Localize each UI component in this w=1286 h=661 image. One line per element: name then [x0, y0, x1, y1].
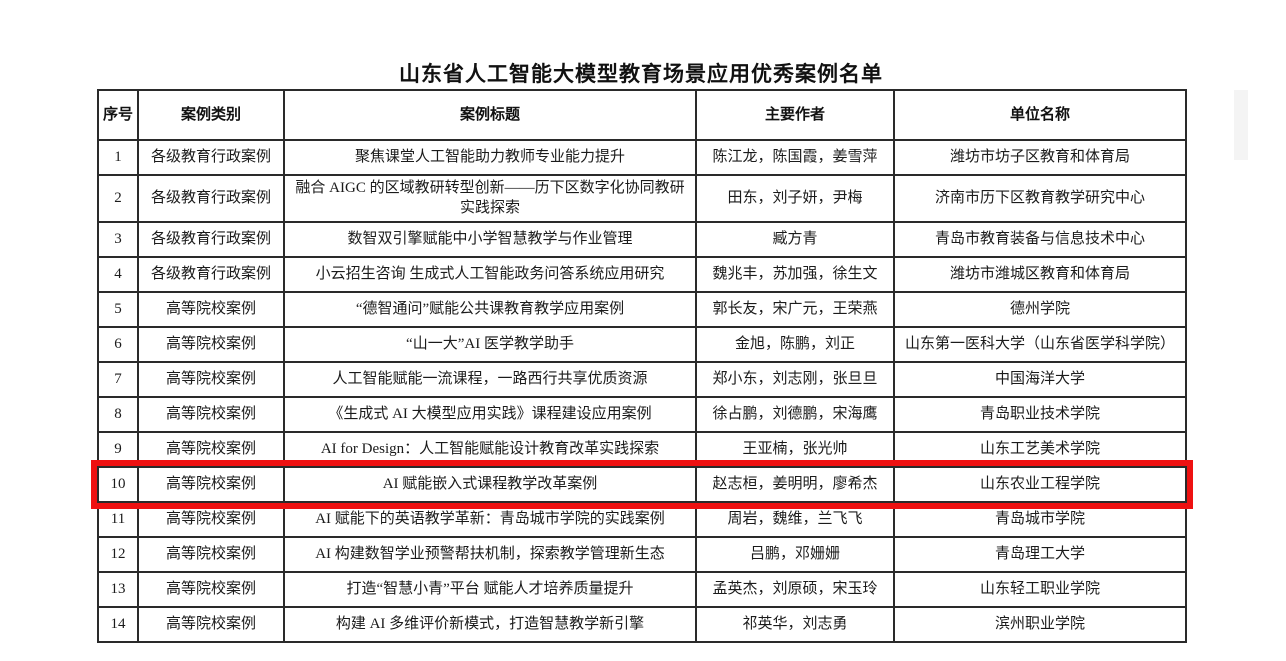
table-row: 9 高等院校案例 AI for Design：人工智能赋能设计教育改革实践探索 王亚楠…	[97, 430, 1187, 468]
cell-no: 8	[97, 395, 139, 433]
cell-no: 11	[97, 500, 139, 538]
table-row: 11 高等院校案例 AI 赋能下的英语教学革新：青岛城市学院的实践案例 周岩，魏维，兰…	[97, 500, 1187, 538]
cell-title: 融合 AIGC 的区域教研转型创新——历下区数字化协同教研实践探索	[283, 174, 697, 223]
cell-title: AI 赋能下的英语教学革新：青岛城市学院的实践案例	[283, 500, 697, 538]
table-row: 7 高等院校案例 人工智能赋能一流课程，一路西行共享优质资源 郑小东，刘志刚，张旦旦中…	[97, 360, 1187, 398]
cell-category: 各级教育行政案例	[137, 174, 285, 223]
cell-unit: 青岛市教育装备与信息技术中心	[893, 220, 1187, 258]
cell-authors: 孟英杰，刘原硕，宋玉玲	[695, 570, 895, 608]
cell-authors: 周岩，魏维，兰飞飞	[695, 500, 895, 538]
cell-category: 高等院校案例	[137, 570, 285, 608]
cell-no: 2	[97, 174, 139, 223]
cell-unit: 滨州职业学院	[893, 605, 1187, 643]
cell-title: AI 构建数智学业预警帮扶机制，探索教学管理新生态	[283, 535, 697, 573]
cell-unit: 德州学院	[893, 290, 1187, 328]
cases-table: 序号 案例类别 案例标题 主要作者 单位名称 1 各级教育行政案例 聚焦课堂人工智能…	[91, 89, 1193, 643]
cell-unit: 中国海洋大学	[893, 360, 1187, 398]
cell-no: 9	[97, 430, 139, 468]
cell-unit: 济南市历下区教育教学研究中心	[893, 174, 1187, 223]
column-header-title: 案例标题	[283, 89, 697, 141]
cell-category: 高等院校案例	[137, 290, 285, 328]
cell-authors: 魏兆丰，苏加强，徐生文	[695, 255, 895, 293]
cell-category: 各级教育行政案例	[137, 255, 285, 293]
cell-title: “山一大”AI 医学教学助手	[283, 325, 697, 363]
cell-category: 各级教育行政案例	[137, 220, 285, 258]
table-row: 14 高等院校案例 构建 AI 多维评价新模式，打造智慧教学新引擎 祁英华，刘志勇 滨州…	[97, 605, 1187, 643]
table-row: 2 各级教育行政案例 融合 AIGC 的区域教研转型创新——历下区数字化协同教研实践…	[97, 174, 1187, 223]
cell-authors: 王亚楠，张光帅	[695, 430, 895, 468]
cell-category: 高等院校案例	[137, 605, 285, 643]
header-row: 序号 案例类别 案例标题 主要作者 单位名称	[97, 89, 1187, 141]
table-row: 13 高等院校案例 打造“智慧小青”平台 赋能人才培养质量提升 孟英杰，刘原硕，宋玉玲…	[97, 570, 1187, 608]
cell-no: 6	[97, 325, 139, 363]
cell-title: 《生成式 AI 大模型应用实践》课程建设应用案例	[283, 395, 697, 433]
cell-title: AI 赋能嵌入式课程教学改革案例	[283, 465, 697, 503]
cell-unit: 潍坊市潍城区教育和体育局	[893, 255, 1187, 293]
column-header-category: 案例类别	[137, 89, 285, 141]
table-row: 6 高等院校案例 “山一大”AI 医学教学助手 金旭，陈鹏，刘正 山东第一医科大学（山东…	[97, 325, 1187, 363]
cell-no: 10	[97, 465, 139, 503]
cell-authors: 郑小东，刘志刚，张旦旦	[695, 360, 895, 398]
cell-no: 12	[97, 535, 139, 573]
cell-authors: 金旭，陈鹏，刘正	[695, 325, 895, 363]
cell-unit: 山东第一医科大学（山东省医学科学院）	[893, 325, 1187, 363]
cell-unit: 潍坊市坊子区教育和体育局	[893, 139, 1187, 176]
table-body: 1 各级教育行政案例 聚焦课堂人工智能助力教师专业能力提升 陈江龙，陈国霞，姜雪萍 潍坊…	[91, 139, 1193, 643]
table-header: 序号 案例类别 案例标题 主要作者 单位名称	[97, 89, 1187, 141]
table-row: 3 各级教育行政案例 数智双引擎赋能中小学智慧教学与作业管理 臧方青 青岛市教育装备与信…	[97, 220, 1187, 258]
cell-no: 4	[97, 255, 139, 293]
cell-category: 高等院校案例	[137, 395, 285, 433]
table-row-highlighted: 10 高等院校案例 AI 赋能嵌入式课程教学改革案例 赵志桓，姜明明，廖希杰 山东农业工…	[91, 459, 1193, 509]
cell-title: 人工智能赋能一流课程，一路西行共享优质资源	[283, 360, 697, 398]
cell-no: 14	[97, 605, 139, 643]
cell-authors: 陈江龙，陈国霞，姜雪萍	[695, 139, 895, 176]
column-header-no: 序号	[97, 89, 139, 141]
table-row: 8 高等院校案例 《生成式 AI 大模型应用实践》课程建设应用案例 徐占鹏，刘德鹏，宋…	[97, 395, 1187, 433]
cell-unit: 山东工艺美术学院	[893, 430, 1187, 468]
cell-title: 数智双引擎赋能中小学智慧教学与作业管理	[283, 220, 697, 258]
cell-title: 打造“智慧小青”平台 赋能人才培养质量提升	[283, 570, 697, 608]
cell-no: 3	[97, 220, 139, 258]
column-header-authors: 主要作者	[695, 89, 895, 141]
cell-authors: 赵志桓，姜明明，廖希杰	[695, 465, 895, 503]
cell-title: “德智通问”赋能公共课教育教学应用案例	[283, 290, 697, 328]
cell-category: 高等院校案例	[137, 535, 285, 573]
cell-unit: 青岛城市学院	[893, 500, 1187, 538]
cell-category: 高等院校案例	[137, 430, 285, 468]
column-header-unit: 单位名称	[893, 89, 1187, 141]
cell-title: 小云招生咨询 生成式人工智能政务问答系统应用研究	[283, 255, 697, 293]
cell-authors: 郭长友，宋广元，王荣燕	[695, 290, 895, 328]
cell-authors: 臧方青	[695, 220, 895, 258]
cell-no: 1	[97, 139, 139, 176]
cell-authors: 徐占鹏，刘德鹏，宋海鹰	[695, 395, 895, 433]
cell-authors: 吕鹏，邓姗姗	[695, 535, 895, 573]
cell-unit: 青岛职业技术学院	[893, 395, 1187, 433]
document-title: 山东省人工智能大模型教育场景应用优秀案例名单	[399, 63, 883, 86]
cell-category: 高等院校案例	[137, 465, 285, 503]
table-row: 1 各级教育行政案例 聚焦课堂人工智能助力教师专业能力提升 陈江龙，陈国霞，姜雪萍 潍坊…	[97, 139, 1187, 176]
cell-category: 各级教育行政案例	[137, 139, 285, 176]
cell-authors: 田东，刘子妍，尹梅	[695, 174, 895, 223]
cell-category: 高等院校案例	[137, 360, 285, 398]
cell-no: 7	[97, 360, 139, 398]
cell-category: 高等院校案例	[137, 500, 285, 538]
cell-title: 构建 AI 多维评价新模式，打造智慧教学新引擎	[283, 605, 697, 643]
cell-no: 13	[97, 570, 139, 608]
cell-unit: 山东轻工职业学院	[893, 570, 1187, 608]
table-row: 12 高等院校案例 AI 构建数智学业预警帮扶机制，探索教学管理新生态 吕鹏，邓姗姗青…	[97, 535, 1187, 573]
cell-no: 5	[97, 290, 139, 328]
cell-category: 高等院校案例	[137, 325, 285, 363]
cell-title: 聚焦课堂人工智能助力教师专业能力提升	[283, 139, 697, 176]
cell-unit: 青岛理工大学	[893, 535, 1187, 573]
cell-title: AI for Design：人工智能赋能设计教育改革实践探索	[283, 430, 697, 468]
table-row: 5 高等院校案例 “德智通问”赋能公共课教育教学应用案例 郭长友，宋广元，王荣燕 德州学…	[97, 290, 1187, 328]
cell-authors: 祁英华，刘志勇	[695, 605, 895, 643]
table-row: 4 各级教育行政案例 小云招生咨询 生成式人工智能政务问答系统应用研究 魏兆丰，苏加强…	[97, 255, 1187, 293]
cell-unit: 山东农业工程学院	[893, 465, 1187, 503]
